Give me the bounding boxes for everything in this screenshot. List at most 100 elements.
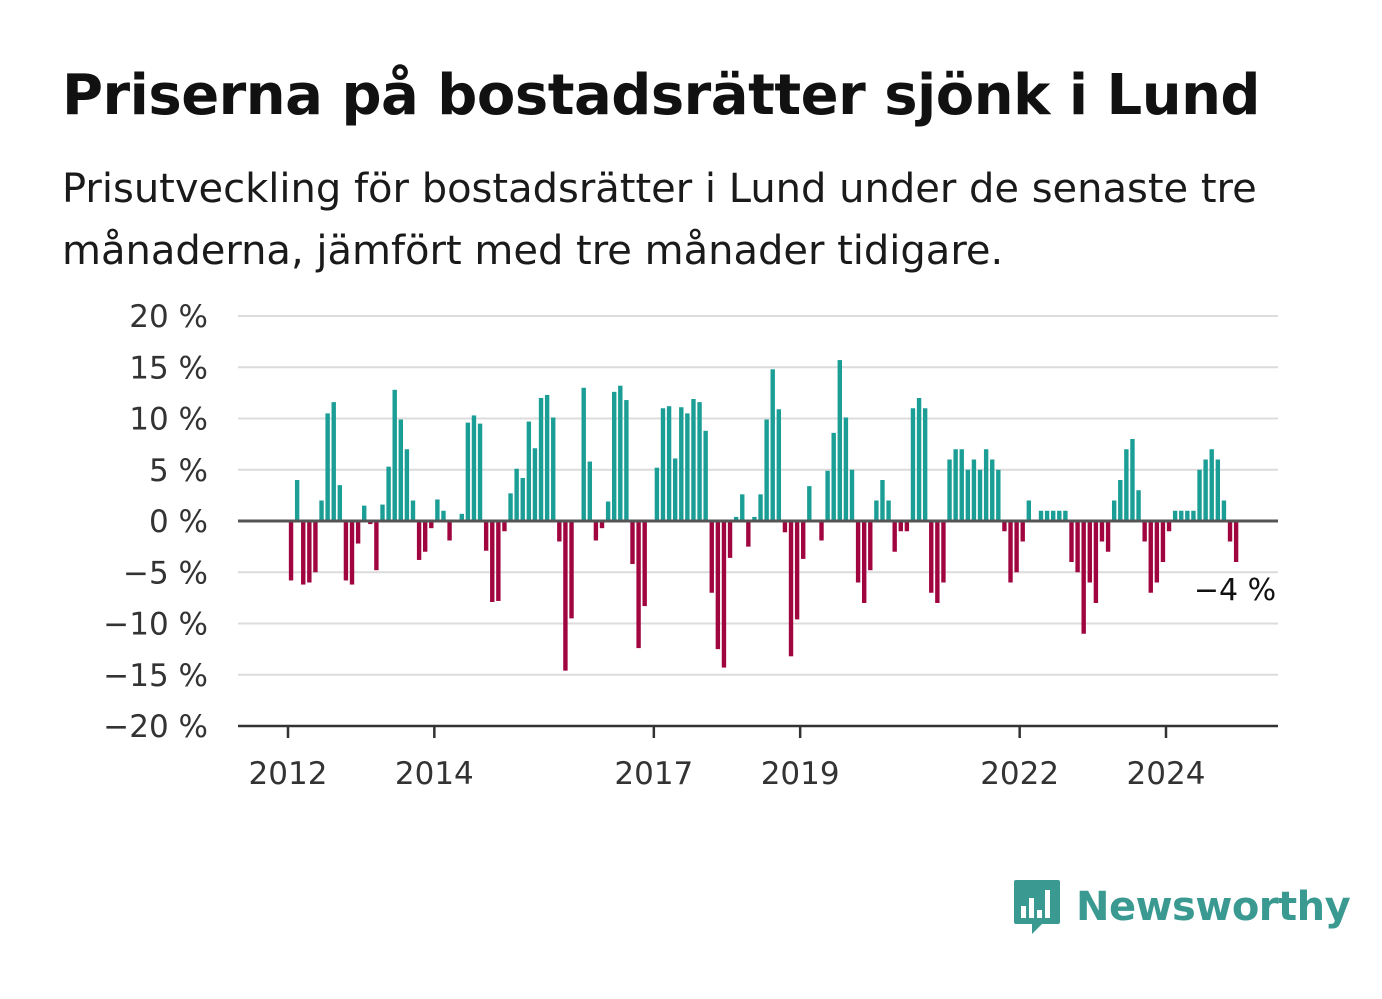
chart-subtitle: Prisutveckling för bostadsrätter i Lund … <box>62 166 1257 274</box>
bar <box>429 521 434 529</box>
newsworthy-bar-chart-icon <box>1014 880 1060 934</box>
bar <box>294 480 300 521</box>
newsworthy-logo: Newsworthy <box>1010 876 1351 938</box>
bar <box>947 459 952 521</box>
chart-title: Priserna på bostadsrätter sjönk i Lund <box>62 63 1261 128</box>
bar <box>1020 521 1025 542</box>
bar <box>416 521 422 560</box>
bar <box>941 521 946 583</box>
bar <box>1075 521 1080 573</box>
bar <box>355 521 361 544</box>
bar <box>1142 521 1147 542</box>
x-tick-label: 2017 <box>614 756 693 792</box>
bar <box>990 459 995 521</box>
bar <box>441 510 446 521</box>
bar <box>977 469 983 521</box>
bar <box>422 521 428 552</box>
bar <box>1154 521 1160 583</box>
bar <box>410 500 416 521</box>
bar <box>581 387 586 521</box>
bar <box>288 521 294 581</box>
y-tick-label: −15 % <box>103 658 208 694</box>
bar <box>630 521 635 565</box>
bar <box>654 467 660 521</box>
bar <box>636 521 641 649</box>
axes <box>238 519 1278 738</box>
bar <box>1148 521 1153 593</box>
bar <box>788 521 794 657</box>
bar <box>1203 459 1208 521</box>
bar <box>825 470 830 521</box>
y-tick-label: −10 % <box>103 607 208 643</box>
bar <box>660 408 666 521</box>
bar <box>1026 500 1032 521</box>
y-tick-label: 15 % <box>129 350 208 386</box>
y-tick-label: −5 % <box>123 555 208 591</box>
bar <box>398 419 403 521</box>
bar <box>697 402 702 521</box>
bar <box>874 500 879 521</box>
bar <box>709 521 714 593</box>
bar <box>898 521 903 532</box>
bar <box>843 417 849 521</box>
bar <box>1136 490 1141 521</box>
bar <box>404 449 410 521</box>
bar <box>916 398 922 521</box>
x-tick-label: 2019 <box>761 756 840 792</box>
bar <box>307 521 312 583</box>
bar <box>904 521 910 532</box>
bar <box>1081 521 1086 634</box>
bar <box>587 461 593 521</box>
bar <box>1063 510 1068 521</box>
bar <box>1130 439 1135 521</box>
bar <box>551 417 556 521</box>
bar <box>593 521 599 541</box>
bar <box>983 449 989 521</box>
bar <box>721 521 727 668</box>
bar <box>807 486 812 521</box>
bar <box>849 469 855 521</box>
bar <box>1191 510 1196 521</box>
bar <box>855 521 861 583</box>
bar <box>374 521 379 571</box>
bar <box>740 494 745 521</box>
bar <box>703 430 708 521</box>
bar <box>496 521 501 601</box>
bar <box>1002 521 1007 532</box>
x-tick-label: 2024 <box>1127 756 1206 792</box>
bar <box>935 521 940 603</box>
bar <box>557 521 562 542</box>
bar <box>483 521 489 551</box>
bar <box>1038 510 1044 521</box>
bar <box>1105 521 1111 552</box>
bar <box>1227 521 1233 542</box>
bar <box>465 422 471 521</box>
bar <box>386 466 391 521</box>
y-tick-label: 10 % <box>129 402 208 438</box>
y-tick-label: 0 % <box>149 504 208 540</box>
bar <box>392 389 397 521</box>
bar <box>733 516 739 521</box>
bar <box>1057 510 1062 521</box>
bar <box>666 406 672 521</box>
bar <box>319 500 324 521</box>
bar <box>861 521 867 603</box>
x-tick-label: 2022 <box>980 756 1059 792</box>
bar <box>922 408 928 521</box>
bar <box>1185 510 1190 521</box>
bar <box>642 521 647 607</box>
bar <box>892 521 897 552</box>
bar <box>886 500 891 521</box>
y-tick-label: 20 % <box>129 299 208 335</box>
bar <box>563 521 568 671</box>
bar <box>1044 510 1050 521</box>
bar <box>331 402 336 521</box>
bar <box>837 360 842 521</box>
bar <box>362 505 367 522</box>
brand-name: Newsworthy <box>1076 884 1351 930</box>
bar <box>538 398 544 521</box>
bar <box>929 521 934 593</box>
bar <box>801 521 806 559</box>
bar <box>325 413 330 522</box>
bar <box>1093 521 1099 603</box>
